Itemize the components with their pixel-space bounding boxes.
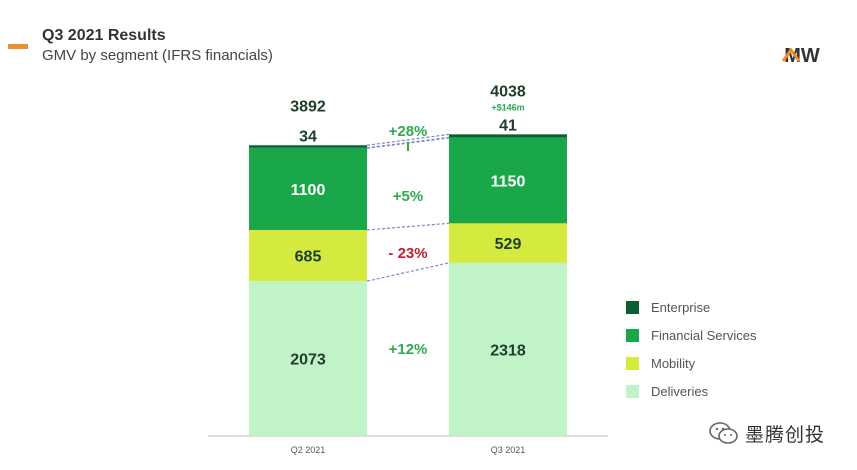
legend-swatch-financial-services [626, 329, 639, 342]
value-label-enterprise-q2-2021: 34 [299, 128, 317, 145]
value-label-financial-services-q2-2021: 1100 [291, 182, 326, 199]
bar-enterprise-q3-2021 [449, 134, 567, 138]
total-annotation: +$146m [491, 102, 524, 112]
legend-swatch-mobility [626, 357, 639, 370]
value-label-deliveries-q2-2021: 2073 [290, 352, 326, 369]
value-label-mobility-q2-2021: 685 [295, 249, 322, 266]
bar-deliveries-q3-2021 [449, 262, 567, 436]
value-label-enterprise-q3-2021: 41 [499, 117, 517, 134]
legend-label-enterprise: Enterprise [651, 300, 710, 315]
bar-enterprise-q2-2021 [249, 145, 367, 148]
bar-financial-services-q2-2021 [249, 147, 367, 230]
bar-mobility-q3-2021 [449, 223, 567, 263]
tick-label-q2-2021: Q2 2021 [291, 445, 326, 455]
bar-mobility-q2-2021 [249, 229, 367, 282]
brand-logo: MW [781, 45, 820, 66]
growth-label-deliveries: +12% [389, 341, 428, 358]
growth-label-enterprise: +28% [389, 123, 428, 140]
legend-label-mobility: Mobility [651, 356, 696, 371]
value-label-deliveries-q3-2021: 2318 [490, 342, 526, 359]
legend-swatch-enterprise [626, 301, 639, 314]
legend-label-deliveries: Deliveries [651, 384, 709, 399]
growth-label-financial-services: +5% [393, 188, 423, 205]
legend-swatch-deliveries [626, 385, 639, 398]
total-label-q3-2021: 4038 [490, 83, 526, 100]
tick-label-q3-2021: Q3 2021 [491, 445, 526, 455]
watermark: 墨腾创投 [709, 420, 825, 447]
value-label-mobility-q3-2021: 529 [495, 236, 522, 253]
logo-accent-stroke [781, 47, 801, 62]
wechat-icon [709, 421, 738, 444]
watermark-text: 墨腾创投 [745, 424, 826, 446]
bar-deliveries-q2-2021 [249, 281, 367, 436]
page-title: Q3 2021 Results [42, 27, 166, 44]
connector-line-3 [366, 262, 450, 282]
connector-line-2 [366, 222, 450, 231]
value-label-financial-services-q3-2021: 1150 [491, 173, 526, 190]
bar-financial-services-q3-2021 [449, 137, 567, 224]
legend-label-financial-services: Financial Services [651, 328, 757, 343]
accent-bar [8, 44, 28, 49]
logo-text: MW [784, 45, 820, 66]
total-label-q2-2021: 3892 [290, 98, 326, 115]
page-subtitle: GMV by segment (IFRS financials) [42, 47, 273, 64]
growth-label-mobility: - 23% [388, 245, 427, 262]
connector-line-0 [366, 133, 450, 146]
